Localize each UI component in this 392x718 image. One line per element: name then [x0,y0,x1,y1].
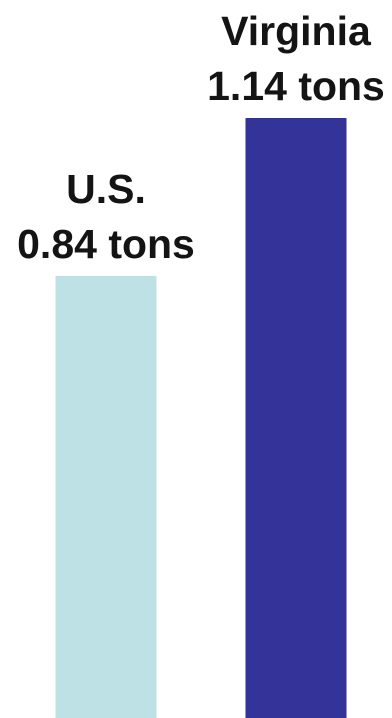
category-label: U.S. [66,166,146,212]
bar-virginia [245,118,347,718]
category-label: Virginia [221,8,372,54]
labels-group: U.S. 0.84 tons Virginia 1.14 tons [17,8,385,267]
bar-u-s [55,275,157,718]
value-label: 0.84 tons [17,221,195,267]
value-label: 1.14 tons [207,63,385,109]
bars-group [55,118,347,718]
